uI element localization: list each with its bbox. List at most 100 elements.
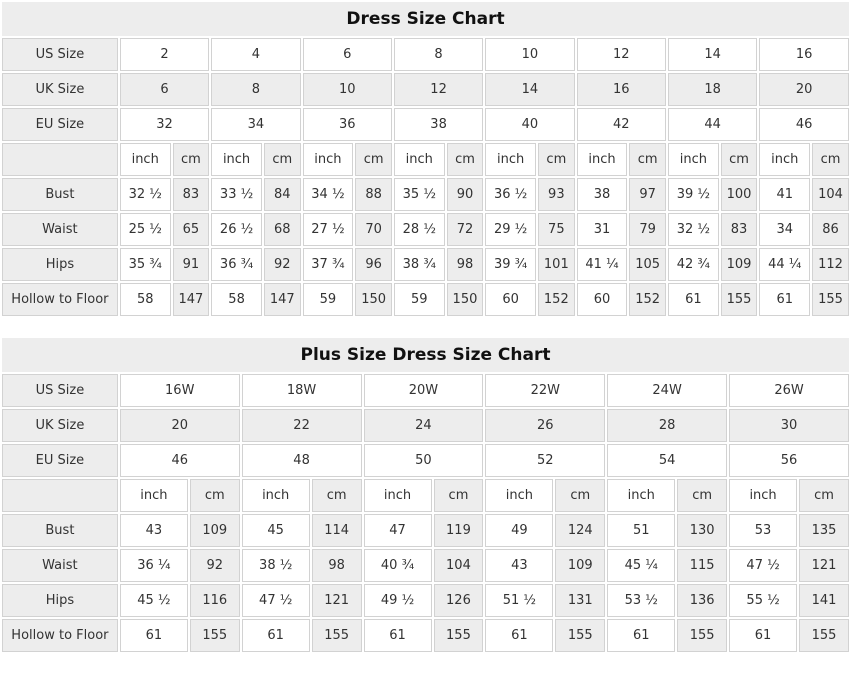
unit-cm-header: cm: [555, 479, 606, 512]
us-size-cell: 16: [759, 38, 849, 71]
bust-cm-cell: 114: [311, 514, 362, 547]
unit-cm-header: cm: [720, 143, 758, 176]
bust-inch-cell: 45: [241, 514, 310, 547]
bust-cm-cell: 135: [799, 514, 849, 547]
hollow-to-floor-cm-cell: 152: [629, 283, 666, 316]
hips-inch-cell: 47 ½: [241, 584, 310, 617]
waist-inch-cell: 45 ¼: [607, 549, 676, 582]
unit-inch-header: inch: [119, 143, 171, 176]
hollow-to-floor-inch-cell: 61: [607, 619, 676, 652]
eu-size-cell: 54: [607, 444, 728, 477]
us-size-cell: 20W: [363, 374, 484, 407]
bust-cm-cell: 100: [720, 178, 758, 211]
hips-inch-cell: 42 ¾: [667, 248, 719, 281]
unit-inch-header: inch: [485, 479, 554, 512]
waist-cm-cell: 65: [172, 213, 210, 246]
waist-inch-cell: 34: [759, 213, 811, 246]
hips-cm-cell: 101: [538, 248, 575, 281]
hollow-to-floor-cm-cell: 147: [263, 283, 301, 316]
unit-cm-header: cm: [172, 143, 210, 176]
hips-cm-cell: 116: [189, 584, 240, 617]
hips-cm-cell: 92: [263, 248, 301, 281]
hollow-to-floor-inch-cell: 61: [363, 619, 432, 652]
eu-size-cell: 44: [667, 108, 758, 141]
waist-inch-cell: 27 ½: [302, 213, 354, 246]
hips-inch-cell: 36 ¾: [211, 248, 262, 281]
hollow-to-floor-inch-cell: 61: [729, 619, 798, 652]
hips-inch-cell: 55 ½: [729, 584, 798, 617]
hollow-to-floor-cm-cell: 155: [799, 619, 849, 652]
eu-size-cell: 56: [729, 444, 849, 477]
uk-size-cell: 12: [393, 73, 484, 106]
bust-inch-cell: 38: [576, 178, 628, 211]
unit-cm-header: cm: [263, 143, 301, 176]
eu-size-cell: 36: [302, 108, 392, 141]
size-chart-page: Dress Size Chart US Size 2 4 6 8 10 12 14 16 UK Si…: [0, 0, 851, 652]
unit-cm-header: cm: [433, 479, 484, 512]
unit-cm-header: cm: [629, 143, 666, 176]
unit-inch-header: inch: [363, 479, 432, 512]
unit-cm-header: cm: [355, 143, 392, 176]
row-label-bust: Bust: [2, 178, 118, 211]
hips-cm-cell: 131: [555, 584, 606, 617]
eu-size-cell: 46: [759, 108, 849, 141]
bust-cm-cell: 84: [263, 178, 301, 211]
eu-size-cell: 38: [393, 108, 484, 141]
hollow-to-floor-cm-cell: 155: [720, 283, 758, 316]
waist-cm-cell: 104: [433, 549, 484, 582]
uk-size-cell: 28: [607, 409, 728, 442]
unit-inch-header: inch: [729, 479, 798, 512]
row-label-units: [2, 143, 118, 176]
waist-inch-cell: 43: [485, 549, 554, 582]
hips-inch-cell: 51 ½: [485, 584, 554, 617]
waist-cm-cell: 109: [555, 549, 606, 582]
waist-cm-cell: 70: [355, 213, 392, 246]
hollow-to-floor-cm-cell: 147: [172, 283, 210, 316]
us-size-cell: 8: [393, 38, 484, 71]
hips-cm-cell: 126: [433, 584, 484, 617]
eu-size-cell: 48: [241, 444, 362, 477]
unit-cm-header: cm: [189, 479, 240, 512]
unit-cm-header: cm: [311, 479, 362, 512]
hollow-to-floor-cm-cell: 152: [538, 283, 575, 316]
waist-inch-cell: 47 ½: [729, 549, 798, 582]
unit-inch-header: inch: [241, 479, 310, 512]
hollow-to-floor-inch-cell: 60: [485, 283, 537, 316]
unit-cm-header: cm: [799, 479, 849, 512]
bust-inch-cell: 47: [363, 514, 432, 547]
row-label-waist: Waist: [2, 213, 118, 246]
bust-inch-cell: 43: [119, 514, 188, 547]
dress-size-chart-table: Dress Size Chart US Size 2 4 6 8 10 12 14 16 UK Si…: [0, 0, 851, 318]
row-label-eu-size: EU Size: [2, 108, 118, 141]
bust-cm-cell: 97: [629, 178, 666, 211]
table-gap: [0, 318, 851, 336]
waist-inch-cell: 26 ½: [211, 213, 262, 246]
hollow-to-floor-inch-cell: 61: [485, 619, 554, 652]
uk-size-cell: 14: [485, 73, 575, 106]
hollow-to-floor-cm-cell: 155: [677, 619, 728, 652]
bust-cm-cell: 90: [446, 178, 484, 211]
hips-cm-cell: 109: [720, 248, 758, 281]
bust-inch-cell: 34 ½: [302, 178, 354, 211]
us-size-cell: 22W: [485, 374, 606, 407]
row-label-hollow-to-floor: Hollow to Floor: [2, 283, 118, 316]
unit-inch-header: inch: [302, 143, 354, 176]
hollow-to-floor-inch-cell: 61: [119, 619, 188, 652]
unit-cm-header: cm: [538, 143, 575, 176]
bust-inch-cell: 51: [607, 514, 676, 547]
hips-cm-cell: 98: [446, 248, 484, 281]
row-label-uk-size: UK Size: [2, 409, 118, 442]
hollow-to-floor-cm-cell: 155: [555, 619, 606, 652]
row-label-units: [2, 479, 118, 512]
waist-cm-cell: 121: [799, 549, 849, 582]
unit-inch-header: inch: [607, 479, 676, 512]
eu-size-cell: 34: [211, 108, 301, 141]
us-size-cell: 24W: [607, 374, 728, 407]
unit-cm-header: cm: [677, 479, 728, 512]
row-label-waist: Waist: [2, 549, 118, 582]
uk-size-cell: 30: [729, 409, 849, 442]
hollow-to-floor-cm-cell: 150: [446, 283, 484, 316]
uk-size-cell: 18: [667, 73, 758, 106]
bust-inch-cell: 32 ½: [119, 178, 171, 211]
hips-cm-cell: 136: [677, 584, 728, 617]
